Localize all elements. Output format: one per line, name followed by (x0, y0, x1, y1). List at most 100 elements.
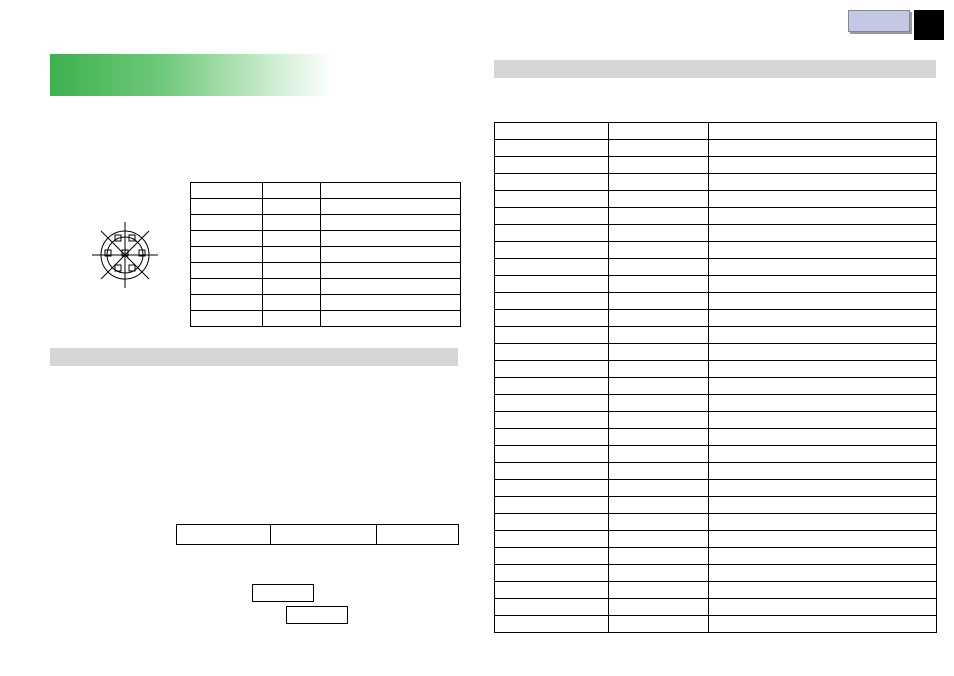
table-cell (321, 263, 461, 279)
table-cell (495, 531, 609, 548)
table-cell (609, 293, 709, 310)
table-cell (709, 429, 937, 446)
table-cell (263, 199, 321, 215)
table-cell (609, 616, 709, 633)
table-cell (609, 480, 709, 497)
table-row (495, 531, 937, 548)
table-cell (609, 446, 709, 463)
table-cell (709, 463, 937, 480)
table-cell (377, 525, 459, 545)
table-row (495, 548, 937, 565)
table-cell (709, 208, 937, 225)
table-cell (495, 582, 609, 599)
table-row (495, 463, 937, 480)
table-cell (709, 327, 937, 344)
table-cell (263, 311, 321, 327)
table-row (177, 525, 459, 545)
table-row (495, 225, 937, 242)
table-cell (495, 599, 609, 616)
table-row (191, 295, 461, 311)
table-cell (321, 183, 461, 199)
table-cell (495, 140, 609, 157)
table-row (495, 480, 937, 497)
flow-box-1 (252, 584, 314, 602)
table-cell (709, 378, 937, 395)
table-row (495, 599, 937, 616)
table-cell (709, 293, 937, 310)
table-cell (495, 361, 609, 378)
table-cell (495, 276, 609, 293)
table-cell (495, 157, 609, 174)
table-cell (609, 497, 709, 514)
table-cell (191, 263, 263, 279)
table-row (191, 263, 461, 279)
table-cell (191, 247, 263, 263)
table-cell (191, 279, 263, 295)
table-cell (495, 310, 609, 327)
table-cell (709, 531, 937, 548)
table-cell (709, 276, 937, 293)
table-cell (709, 191, 937, 208)
table-cell (495, 225, 609, 242)
table-cell (709, 565, 937, 582)
table-cell (609, 242, 709, 259)
table-cell (609, 174, 709, 191)
table-cell (709, 157, 937, 174)
table-cell (609, 429, 709, 446)
table-cell (495, 293, 609, 310)
table-cell (495, 514, 609, 531)
table-cell (709, 174, 937, 191)
table-cell (709, 616, 937, 633)
table-cell (609, 259, 709, 276)
table-cell (609, 140, 709, 157)
table-cell (609, 531, 709, 548)
table-row (495, 378, 937, 395)
table-row (495, 293, 937, 310)
table-cell (495, 395, 609, 412)
table-cell (709, 514, 937, 531)
table-row (495, 310, 937, 327)
table-cell (609, 327, 709, 344)
table-cell (495, 616, 609, 633)
table-cell (609, 395, 709, 412)
top-right-badge-group (848, 10, 944, 40)
table-row (191, 311, 461, 327)
table-cell (191, 311, 263, 327)
table-row (495, 327, 937, 344)
table-cell (709, 412, 937, 429)
table-cell (263, 263, 321, 279)
table-cell (263, 279, 321, 295)
table-row (495, 174, 937, 191)
table-cell (709, 599, 937, 616)
table-cell (709, 548, 937, 565)
table-cell (709, 140, 937, 157)
connector-diagram-icon (90, 220, 160, 290)
table-row (495, 565, 937, 582)
table-row (495, 208, 937, 225)
table-cell (495, 497, 609, 514)
table-cell (709, 310, 937, 327)
table-row (495, 395, 937, 412)
page-badge (848, 10, 910, 32)
table-row (191, 279, 461, 295)
table-cell (321, 279, 461, 295)
table-cell (263, 183, 321, 199)
table-cell (609, 582, 709, 599)
table-cell (609, 514, 709, 531)
pin-assignment-table (190, 182, 461, 327)
table-cell (709, 259, 937, 276)
table-cell (177, 525, 271, 545)
table-row (191, 199, 461, 215)
table-cell (709, 361, 937, 378)
table-cell (609, 361, 709, 378)
table-cell (495, 565, 609, 582)
table-cell (191, 199, 263, 215)
table-cell (263, 247, 321, 263)
table-cell (609, 225, 709, 242)
table-cell (709, 123, 937, 140)
table-row (191, 215, 461, 231)
table-cell (495, 123, 609, 140)
table-cell (321, 311, 461, 327)
table-cell (495, 446, 609, 463)
table-cell (495, 548, 609, 565)
